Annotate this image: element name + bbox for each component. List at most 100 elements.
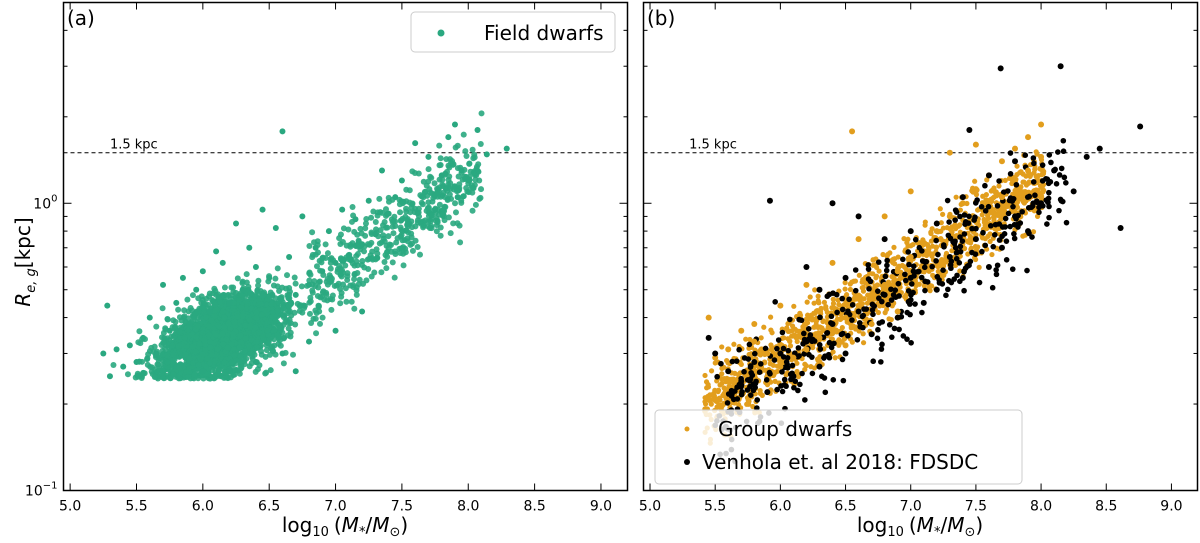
data-point-fdsdc: [1060, 137, 1067, 144]
data-point-fdsdc: [775, 337, 782, 343]
data-point-field-dwarf: [358, 230, 365, 237]
data-point-group-dwarf: [744, 401, 750, 407]
data-point-field-dwarf: [175, 306, 182, 313]
data-point-field-dwarf: [466, 177, 473, 184]
data-point-group-dwarf: [830, 296, 836, 302]
data-point-field-dwarf: [246, 342, 253, 349]
data-point-field-dwarf: [363, 277, 370, 284]
data-point-field-dwarf: [432, 206, 439, 213]
data-point-fdsdc: [840, 377, 847, 384]
data-point-field-dwarf: [223, 336, 230, 343]
data-point-field-dwarf: [244, 305, 251, 312]
data-point-field-dwarf: [212, 331, 219, 338]
data-point-field-dwarf: [274, 283, 281, 290]
data-point-field-dwarf: [186, 368, 193, 375]
data-point-fdsdc: [933, 237, 939, 244]
data-point-fdsdc: [1039, 162, 1046, 168]
data-point-fdsdc: [886, 321, 893, 328]
data-point-fdsdc: [840, 330, 846, 337]
data-point-field-dwarf: [228, 292, 235, 299]
data-point-fdsdc: [741, 368, 747, 375]
data-point-fdsdc: [883, 267, 890, 274]
data-point-fdsdc: [1013, 181, 1020, 188]
data-point-field-dwarf: [452, 200, 459, 207]
data-point-fdsdc: [830, 377, 837, 383]
y-tick-label: 10−1: [25, 481, 58, 500]
data-point-field-dwarf: [344, 277, 351, 284]
data-point-field-dwarf: [445, 214, 452, 221]
data-point-fdsdc: [933, 258, 939, 264]
data-point-fdsdc: [774, 345, 780, 352]
panel-label-a: (a): [67, 6, 95, 30]
data-point-field-dwarf: [230, 300, 237, 307]
data-point-field-dwarf: [242, 322, 249, 329]
data-point-fdsdc: [821, 375, 828, 381]
data-point-field-dwarf: [377, 227, 384, 234]
data-point-group-dwarf: [989, 209, 996, 215]
data-point-fdsdc: [771, 357, 778, 363]
data-point-fdsdc: [922, 259, 929, 265]
data-point-field-dwarf: [252, 324, 259, 331]
data-point-field-dwarf: [503, 145, 510, 152]
data-point-field-dwarf: [209, 297, 216, 304]
data-point-group-dwarf: [940, 211, 946, 217]
data-point-fdsdc: [878, 346, 885, 352]
data-point-field-dwarf: [426, 224, 433, 231]
data-point-field-dwarf: [403, 205, 410, 212]
data-point-fdsdc: [1058, 198, 1065, 204]
data-point-group-dwarf: [719, 365, 725, 372]
data-point-field-dwarf: [456, 222, 463, 229]
x-tick-label: 5.0: [639, 499, 661, 515]
data-point-field-dwarf: [144, 356, 151, 363]
x-tick-label: 8.0: [1030, 499, 1052, 515]
data-point-fdsdc: [729, 358, 736, 365]
data-point-fdsdc: [947, 262, 954, 268]
data-point-fdsdc: [991, 232, 998, 238]
x-tick-label: 6.0: [192, 499, 214, 515]
data-point-group-dwarf: [836, 301, 842, 308]
data-point-fdsdc: [900, 256, 906, 263]
data-point-field-dwarf: [190, 359, 197, 366]
data-point-field-dwarf: [196, 340, 203, 347]
data-point-field-dwarf: [453, 188, 460, 195]
data-point-field-dwarf: [271, 326, 278, 333]
data-point-group-dwarf: [720, 392, 726, 399]
data-point-fdsdc: [982, 182, 988, 189]
data-point-field-dwarf: [234, 313, 241, 320]
data-point-group-dwarf: [990, 195, 996, 201]
data-point-fdsdc: [781, 376, 788, 383]
data-point-group-dwarf: [953, 194, 959, 200]
data-point-field-dwarf: [457, 239, 464, 246]
data-point-fdsdc: [905, 249, 912, 255]
data-point-field-dwarf: [197, 356, 204, 363]
data-point-field-dwarf: [184, 296, 191, 303]
data-point-field-dwarf: [238, 339, 245, 346]
data-point-fdsdc: [860, 324, 866, 331]
data-point-fdsdc: [952, 217, 958, 223]
data-point-field-dwarf: [359, 308, 366, 315]
data-point-fdsdc: [1007, 150, 1014, 156]
data-point-group-dwarf: [702, 401, 709, 407]
data-point-field-dwarf: [398, 226, 405, 233]
data-point-group-dwarf: [974, 245, 980, 251]
data-point-group-dwarf: [764, 382, 771, 388]
data-point-group-dwarf: [768, 314, 774, 320]
data-point-field-dwarf: [189, 343, 196, 350]
data-point-field-dwarf: [460, 131, 467, 138]
data-point-field-dwarf: [416, 251, 423, 258]
ylabel-unit: [kpc]: [11, 217, 35, 268]
data-point-field-dwarf: [186, 355, 193, 362]
data-point-fdsdc: [746, 341, 753, 348]
data-point-field-dwarf: [353, 291, 360, 298]
data-point-field-dwarf: [431, 180, 438, 187]
data-point-field-dwarf: [161, 335, 168, 342]
data-point-fdsdc: [888, 334, 895, 340]
data-point-group-dwarf: [1027, 173, 1033, 179]
data-point-field-dwarf: [247, 323, 254, 330]
data-point-fdsdc: [875, 326, 881, 333]
data-point-fdsdc: [961, 212, 968, 218]
data-point-fdsdc: [1030, 155, 1037, 161]
data-point-field-dwarf: [306, 338, 313, 345]
data-point-fdsdc: [906, 301, 913, 307]
data-point-fdsdc: [822, 353, 828, 359]
